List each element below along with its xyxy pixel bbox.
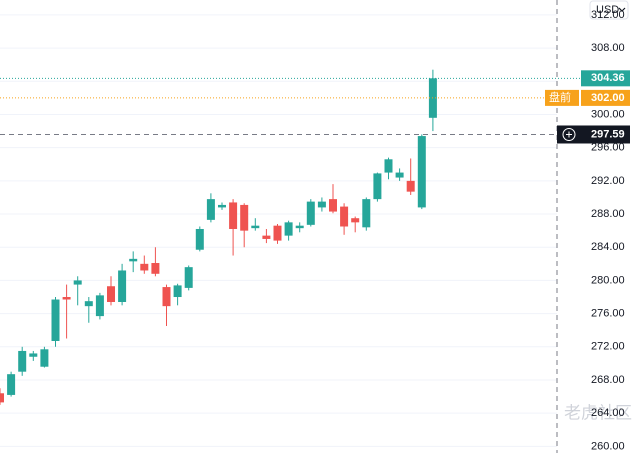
y-tick-label: 276.00 [591,308,625,320]
candle-body [29,353,38,357]
candle-body [40,349,49,367]
candle-body [0,393,4,403]
last-price-label: 304.36 [591,72,625,84]
currency-chevron [618,7,626,12]
crosshair-plus [566,131,572,138]
candle-body [406,180,415,192]
candle-body [218,204,226,208]
candle-body [140,263,149,271]
crosshair-label: 297.59 [591,128,625,140]
candle-body [395,172,404,178]
candle-body [7,374,16,395]
candle-body [417,136,426,208]
candle-body [162,287,171,307]
candle-body [51,299,60,341]
y-tick-label: 272.00 [591,341,625,353]
candle-body [262,235,271,239]
candle-body [62,297,71,300]
y-tick-label: 292.00 [591,175,625,187]
candle-body [229,202,238,229]
y-tick-label: 284.00 [591,241,625,253]
currency-box[interactable] [589,0,629,20]
candle-body [373,173,382,200]
candle-body [384,159,393,173]
premarket-price: 302.00 [591,92,625,104]
y-tick-label: 296.00 [591,142,625,154]
candle-body [151,263,160,274]
candle-body [306,201,315,225]
watermark: 老虎社区 [564,403,632,422]
candle-body [317,201,326,208]
candle-body [329,199,337,212]
premarket-tag [581,89,630,106]
y-tick-label: 260.00 [591,440,625,452]
y-tick-label: 312.00 [591,9,625,21]
y-tick-label: 268.00 [591,374,625,386]
candle-body [129,258,138,262]
candle-body [206,199,215,220]
candle-body [84,301,93,307]
premarket-label: 盘前 [549,90,571,104]
candle-body [18,350,27,372]
candle-body [184,267,193,288]
candle-body [295,225,304,229]
crosshair-plus-circle [562,127,576,141]
candle-body [240,204,249,231]
candle-body [118,270,127,302]
y-tick-label: 264.00 [591,407,625,419]
y-tick-label: 280.00 [591,274,625,286]
candle-body [351,218,360,223]
y-tick-label: 308.00 [591,42,625,54]
candle-body [273,225,282,241]
candle-body [107,286,115,302]
crosshair-tag [557,125,630,144]
candle-body [95,295,104,317]
currency[interactable]: USD [596,4,619,16]
candle-body [362,199,371,228]
candle-body [195,228,204,250]
candle-body [251,225,260,229]
y-tick-label: 300.00 [591,108,625,120]
candle-body [340,206,349,227]
premarket-badge [545,89,579,106]
candle-body [284,222,293,236]
last-price-tag [581,70,630,87]
candle-body [73,280,82,285]
y-tick-label: 288.00 [591,208,625,220]
candle-body [173,285,182,298]
